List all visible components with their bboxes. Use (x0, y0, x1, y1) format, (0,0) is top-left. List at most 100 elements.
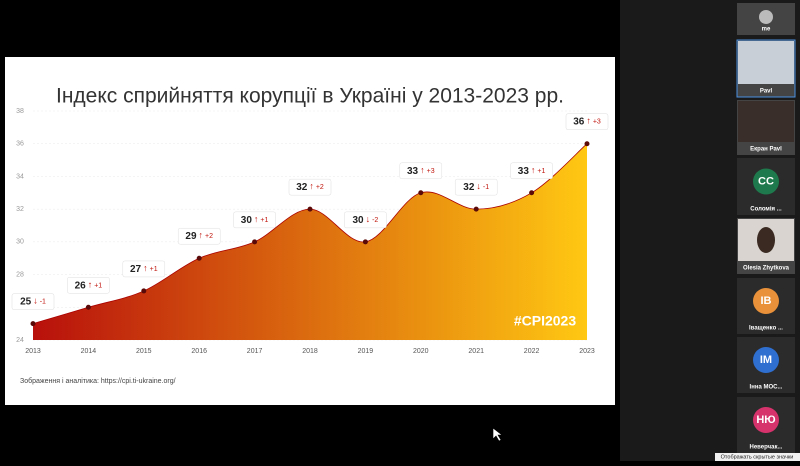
video (738, 101, 794, 142)
label-box (288, 178, 332, 196)
x-tick-label: 2013 (25, 348, 41, 355)
avatar-initials: НЮ (756, 414, 775, 426)
change-label: +2 (316, 184, 324, 191)
change-label: +1 (260, 217, 268, 224)
participant-name: Екран Pavl (750, 147, 782, 153)
point (362, 239, 368, 245)
data-label: 36 ↑ +3 (573, 116, 601, 127)
label-box (454, 178, 498, 196)
change-label: +2 (205, 233, 213, 240)
x-tick-label: 2016 (191, 348, 207, 355)
value-label: 26 (75, 280, 87, 291)
avatar (753, 168, 779, 195)
arrow-icon: ↑ (199, 231, 204, 241)
data-label: 30 ↑ +1 (241, 214, 269, 225)
point (418, 190, 424, 196)
arrow-icon: ↓ (33, 296, 38, 306)
avatar (759, 10, 773, 24)
participant-name: Olesia Zhytkova (743, 266, 790, 272)
tooltip-box (715, 453, 800, 461)
value-label: 33 (518, 165, 530, 176)
change-label: +3 (427, 168, 435, 175)
line (32, 143, 588, 325)
arrow-icon: ↑ (531, 165, 536, 175)
value-label: 32 (463, 182, 475, 193)
point (307, 206, 313, 212)
change-label: +1 (94, 282, 102, 289)
avatar-initials: IB (761, 295, 772, 307)
x-tick-label: 2019 (358, 348, 374, 355)
arrow-icon: ↑ (309, 182, 314, 192)
arrow-icon: ↑ (254, 214, 259, 224)
area (33, 143, 587, 340)
y-tick-label: 32 (16, 206, 24, 213)
arrow-icon: ↓ (366, 214, 371, 224)
point (252, 239, 258, 245)
data-label: 33 ↑ +1 (518, 165, 546, 176)
value-label: 30 (241, 214, 253, 225)
label-box (344, 211, 387, 229)
change-label: -1 (483, 184, 489, 191)
cursor (492, 427, 503, 442)
y-tick-label: 36 (16, 141, 24, 148)
avatar-initials: IM (760, 354, 772, 366)
y-tick-label: 24 (16, 337, 24, 344)
value-label: 29 (185, 231, 197, 242)
change-label: +1 (537, 168, 545, 175)
x-tick-label: 2015 (136, 348, 152, 355)
label-box (510, 162, 553, 180)
y-tick-label: 34 (16, 173, 24, 180)
value-label: 36 (573, 116, 585, 127)
data-label: 26 ↑ +1 (75, 280, 103, 291)
point (30, 321, 36, 327)
y-tick-label: 30 (16, 239, 24, 246)
avatar (753, 347, 779, 373)
participant-name: Соломія ... (750, 207, 782, 213)
data-label: 32 ↑ +2 (296, 182, 324, 193)
point (584, 141, 590, 147)
watermark: #CPI2023 (514, 313, 576, 329)
avatar-initials: CC (758, 175, 774, 187)
person (757, 227, 775, 253)
point (85, 304, 91, 310)
arrow-icon: ↑ (420, 165, 425, 175)
arrow-icon: ↑ (88, 280, 93, 290)
avatar (753, 407, 779, 433)
arrow-icon: ↓ (476, 182, 481, 192)
y-tick-label: 28 (16, 271, 24, 278)
participant-name: Іващенко ... (749, 326, 783, 332)
change-label: +1 (150, 266, 158, 273)
arrow-icon: ↑ (586, 116, 591, 126)
x-tick-label: 2022 (524, 348, 540, 355)
x-tick-label: 2021 (468, 348, 484, 355)
x-tick-label: 2023 (579, 348, 595, 355)
label-box (122, 260, 166, 278)
x-tick-label: 2018 (302, 348, 318, 355)
label-box (565, 113, 609, 130)
arrow-icon: ↑ (143, 263, 148, 273)
avatar (753, 288, 779, 314)
participant-name: Неверчак... (750, 445, 783, 451)
point (196, 255, 202, 261)
value-label: 30 (352, 214, 364, 225)
x-tick-label: 2020 (413, 348, 429, 355)
data-label: 32 ↓ -1 (463, 182, 489, 193)
value-label: 27 (130, 264, 142, 275)
data-label: 30 ↓ -2 (352, 214, 378, 225)
label-box (11, 293, 55, 310)
data-label: 27 ↑ +1 (130, 263, 158, 274)
point (473, 206, 479, 212)
point (529, 190, 535, 196)
value-label: 32 (296, 182, 308, 193)
x-tick-label: 2017 (247, 348, 263, 355)
source: Зображення і аналітика: https://cpi.ti-u… (20, 377, 176, 385)
change-label: +3 (593, 119, 601, 126)
value-label: 33 (407, 165, 419, 176)
label-box (67, 277, 110, 294)
label-box (177, 227, 221, 245)
participant-name: Інна МОС... (750, 385, 783, 391)
data-label: 33 ↑ +3 (407, 165, 435, 176)
tooltip: Отображать скрытые значки (721, 454, 794, 460)
participant-name: me (762, 27, 771, 33)
